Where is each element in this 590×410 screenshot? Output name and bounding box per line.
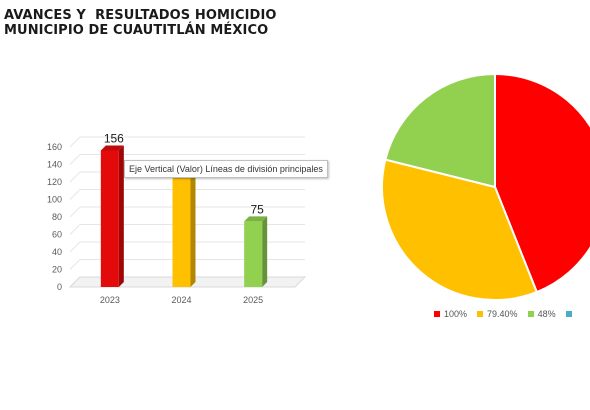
gridline-diagonal [69,136,81,148]
bar-chart: 0 20 40 60 80 100 120 140 160 2023 156 2024 2025 75 [47,132,307,305]
pie-slice-1 [381,158,539,301]
axis-tooltip: Eje Vertical (Valor) Líneas de división … [124,160,328,178]
gridline-diagonal [69,189,81,200]
data-label-2025: 75 [250,202,264,216]
title-line-2: MUNICIPIO DE CUAUTITLÁN MÉXICO [4,23,269,38]
legend-item: 48% [527,309,556,319]
data-label-2023: 156 [104,132,124,146]
bar-top-2023 [100,145,124,151]
x-tick-label: 2025 [243,295,263,305]
legend-label: 79.40% [487,309,518,319]
pie-slice-0 [494,72,590,294]
legend-swatch [565,311,572,317]
legend-item [565,311,576,317]
gridline-diagonal [69,154,81,165]
bar-2025 [244,221,263,287]
bar-side-2023 [118,145,124,287]
legend-swatch [527,311,534,317]
y-tick-label: 120 [47,177,62,187]
legend-label: 100% [444,309,468,319]
pie-slice-2 [384,72,496,189]
legend-swatch [434,311,440,317]
y-tick-label: 140 [47,160,62,170]
y-tick-label: 80 [52,212,62,222]
y-tick-label: 40 [52,247,62,257]
gridline-diagonal [69,171,81,183]
bar-2023 [100,150,119,287]
gridline-diagonal [69,241,81,253]
y-tick-label: 160 [47,142,62,152]
title-line-1: AVANCES Y RESULTADOS HOMICIDIO [4,8,277,23]
y-tick-label: 60 [52,230,62,240]
legend-label: 48% [537,309,556,319]
legend-item: 100% [434,309,467,319]
bar-2024 [172,178,191,287]
y-tick-label: 100 [47,195,62,205]
bar-side-2024 [190,173,196,287]
y-tick-label: 0 [57,282,62,292]
bar-top-2025 [244,216,268,222]
bar-side-2025 [262,216,268,287]
gridline-diagonal [69,206,81,218]
x-tick-label: 2024 [171,295,191,305]
y-tick-label: 20 [52,265,62,275]
pie-legend: 100% 79.40% 48% [434,309,576,319]
legend-swatch [477,311,484,317]
chart-title: AVANCES Y RESULTADOS HOMICIDIO MUNICIPIO… [4,8,277,38]
legend-item: 79.40% [477,309,518,319]
gridline-diagonal [69,259,81,270]
gridline-diagonal [69,224,81,235]
x-tick-label: 2023 [100,295,120,305]
